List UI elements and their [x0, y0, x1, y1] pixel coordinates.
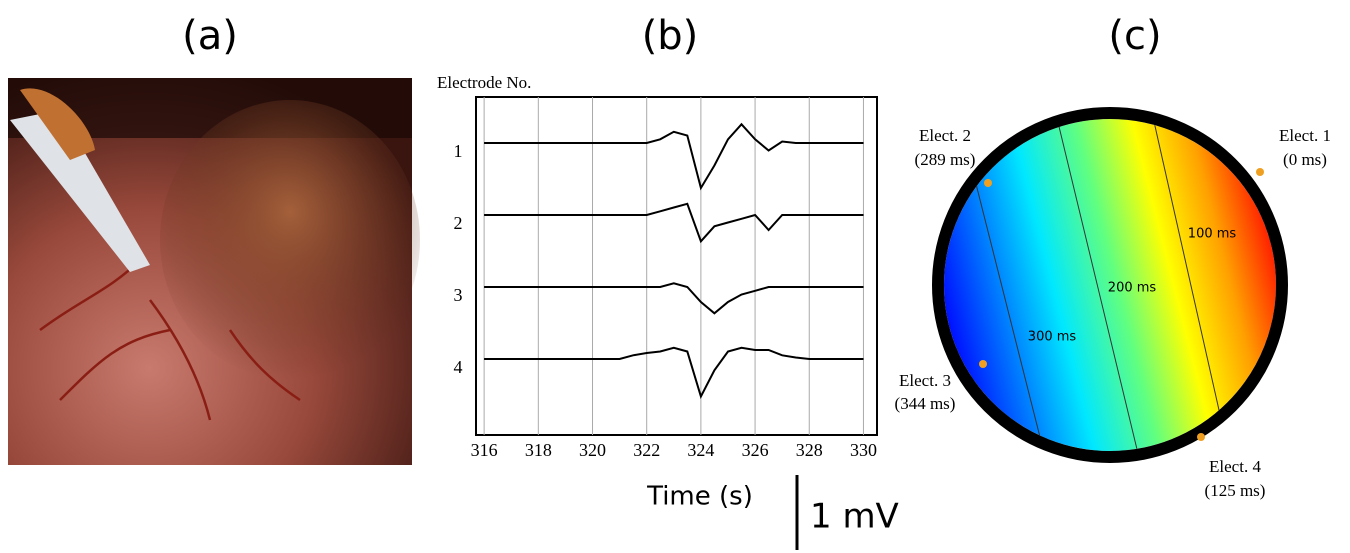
x-tick-label: 320 [579, 440, 606, 460]
trace [484, 282, 864, 315]
scale-bar-label: 1 mV [810, 497, 899, 537]
trace [484, 346, 864, 400]
photo [8, 78, 420, 465]
electrode-time: (289 ms) [915, 150, 976, 169]
series-label: 3 [454, 285, 463, 305]
trace [484, 122, 864, 191]
x-tick-label: 326 [742, 440, 769, 460]
isochrone-label: 200 ms [1108, 281, 1157, 296]
electrode-label: Elect. 4 [1209, 457, 1261, 476]
electrode-label: Elect. 1 [1279, 126, 1331, 145]
x-tick-label: 322 [633, 440, 660, 460]
x-tick-label: 324 [687, 440, 714, 460]
electrode-time: (344 ms) [895, 394, 956, 413]
trace [484, 202, 864, 244]
panel-label: (b) [642, 13, 699, 59]
activation-map [932, 107, 1288, 463]
x-tick-label: 330 [850, 440, 877, 460]
plot-frame [475, 96, 878, 436]
x-tick-label: 318 [525, 440, 552, 460]
electrode-time: (0 ms) [1283, 150, 1327, 169]
plot [483, 97, 864, 435]
panel-label: (a) [182, 13, 238, 59]
panel-label: (c) [1108, 13, 1161, 59]
y-title: Electrode No. [437, 73, 531, 92]
series-label: 4 [454, 357, 463, 377]
x-tick-label: 316 [471, 440, 498, 460]
x-title: Time (s) [646, 482, 753, 512]
series-label: 2 [454, 213, 463, 233]
series-label: 1 [454, 141, 463, 161]
electrode-label: Elect. 2 [919, 126, 971, 145]
isochrone-label: 300 ms [1028, 330, 1077, 345]
electrode-label: Elect. 3 [899, 371, 951, 390]
isochrone-label: 100 ms [1188, 227, 1237, 242]
x-tick-label: 328 [796, 440, 823, 460]
electrode-time: (125 ms) [1205, 481, 1266, 500]
